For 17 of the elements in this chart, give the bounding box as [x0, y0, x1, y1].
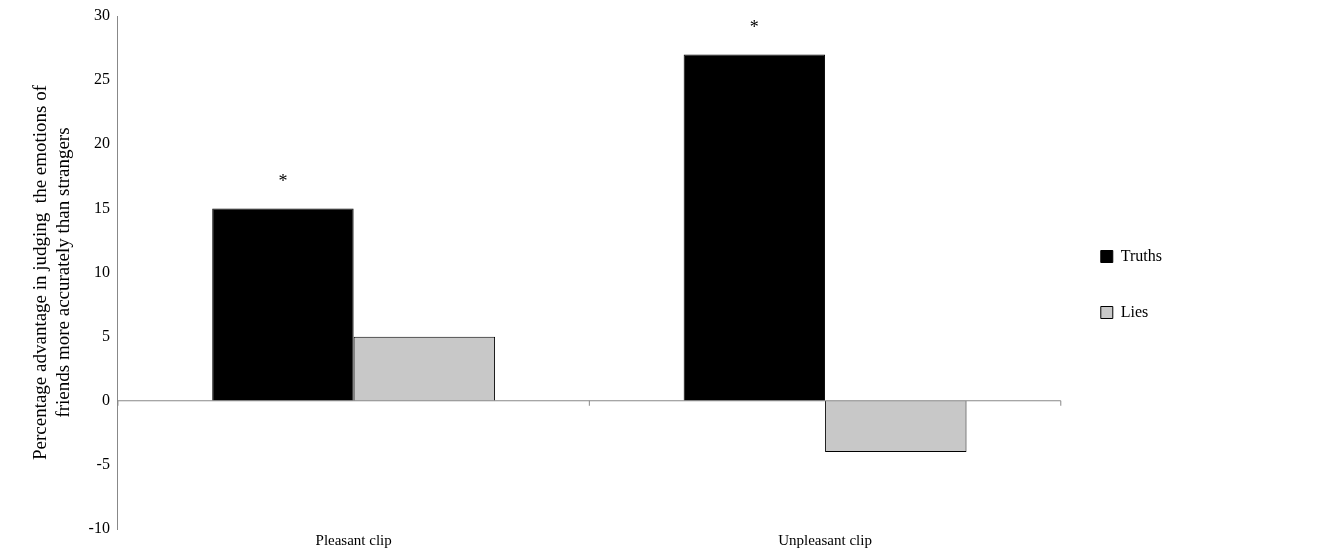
- y-tick-label: 10: [93, 262, 110, 280]
- x-tick-label: Pleasant clip: [315, 531, 392, 548]
- y-tick-label: 20: [93, 134, 110, 152]
- y-axis-title: Percentage advantage in judging the emotions of friends more accurately than strangers: [29, 84, 74, 461]
- bar: [683, 54, 826, 401]
- y-tick-label: 0: [101, 390, 110, 408]
- y-tick-label: -5: [96, 455, 110, 473]
- y-tick-label: 5: [101, 326, 110, 344]
- annotation: *: [749, 17, 759, 38]
- legend-label: Truths: [1120, 246, 1163, 264]
- y-tick-label: -10: [88, 519, 110, 537]
- x-tick-label: Unpleasant clip: [778, 531, 872, 548]
- legend-label: Lies: [1120, 302, 1149, 320]
- y-tick-label: 15: [93, 198, 110, 216]
- annotation: *: [278, 171, 288, 192]
- y-tick-label: 30: [93, 6, 110, 24]
- y-tick-label: 25: [93, 70, 110, 88]
